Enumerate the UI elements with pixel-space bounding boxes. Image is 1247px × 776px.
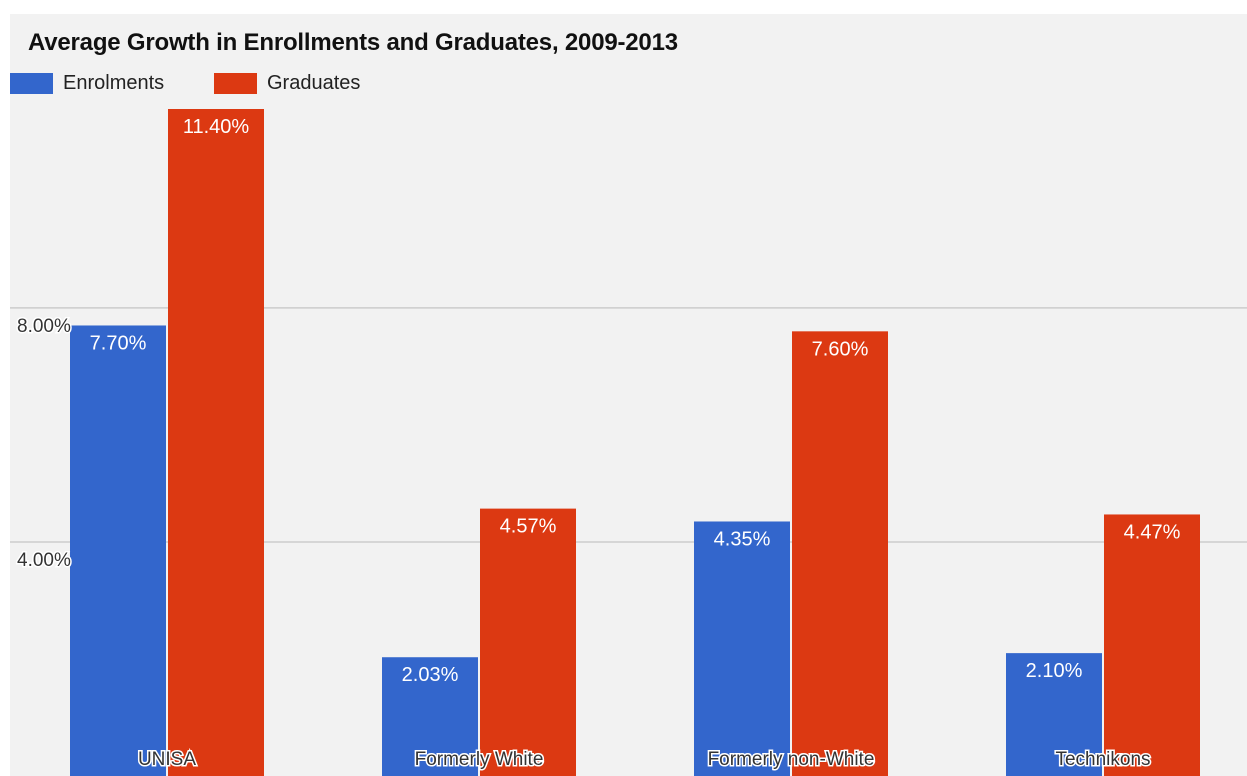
data-label: 11.40% bbox=[183, 116, 250, 138]
data-label: 4.47% bbox=[1124, 521, 1181, 543]
data-label: 4.35% bbox=[714, 528, 771, 550]
data-label: 4.57% bbox=[500, 516, 557, 538]
bar-enrolments-0[interactable] bbox=[70, 325, 166, 776]
legend-swatch-graduates bbox=[214, 72, 257, 94]
x-category-label: Formerly non-White bbox=[708, 749, 875, 770]
bar-graduates-2[interactable] bbox=[792, 331, 888, 776]
legend-swatch-enrolments bbox=[10, 72, 53, 94]
bar-enrolments-3[interactable] bbox=[1006, 653, 1102, 776]
legend-label-enrolments: Enrolments bbox=[63, 71, 165, 94]
chart-title: Average Growth in Enrollments and Gradua… bbox=[28, 29, 678, 56]
bar-graduates-3[interactable] bbox=[1104, 514, 1200, 776]
chart-text: 4.00% 8.00% 7.70% 11.40% UNISA 2.03% 4.57% Form… bbox=[16, 116, 1181, 772]
bar-graduates-0[interactable] bbox=[168, 109, 264, 776]
x-category-label: UNISA bbox=[138, 749, 196, 770]
data-label: 2.03% bbox=[402, 664, 459, 686]
data-label: 2.10% bbox=[1026, 660, 1083, 682]
y-tick-label: 8.00% bbox=[17, 316, 71, 337]
x-category-label: Formerly White bbox=[415, 749, 544, 770]
y-tick-label: 4.00% bbox=[17, 550, 71, 571]
legend-item-graduates[interactable]: Graduates bbox=[214, 72, 360, 94]
x-category-label: Technikons bbox=[1055, 749, 1150, 770]
legend-item-enrolments[interactable]: Enrolments bbox=[10, 72, 164, 94]
data-label: 7.70% bbox=[90, 332, 147, 354]
bar-enrolments-2[interactable] bbox=[694, 521, 790, 776]
bar-graduates-1[interactable] bbox=[480, 508, 576, 776]
bars bbox=[70, 109, 1200, 776]
bar-enrolments-1[interactable] bbox=[382, 657, 478, 776]
data-label: 7.60% bbox=[812, 338, 869, 360]
legend-label-graduates: Graduates bbox=[267, 71, 361, 94]
